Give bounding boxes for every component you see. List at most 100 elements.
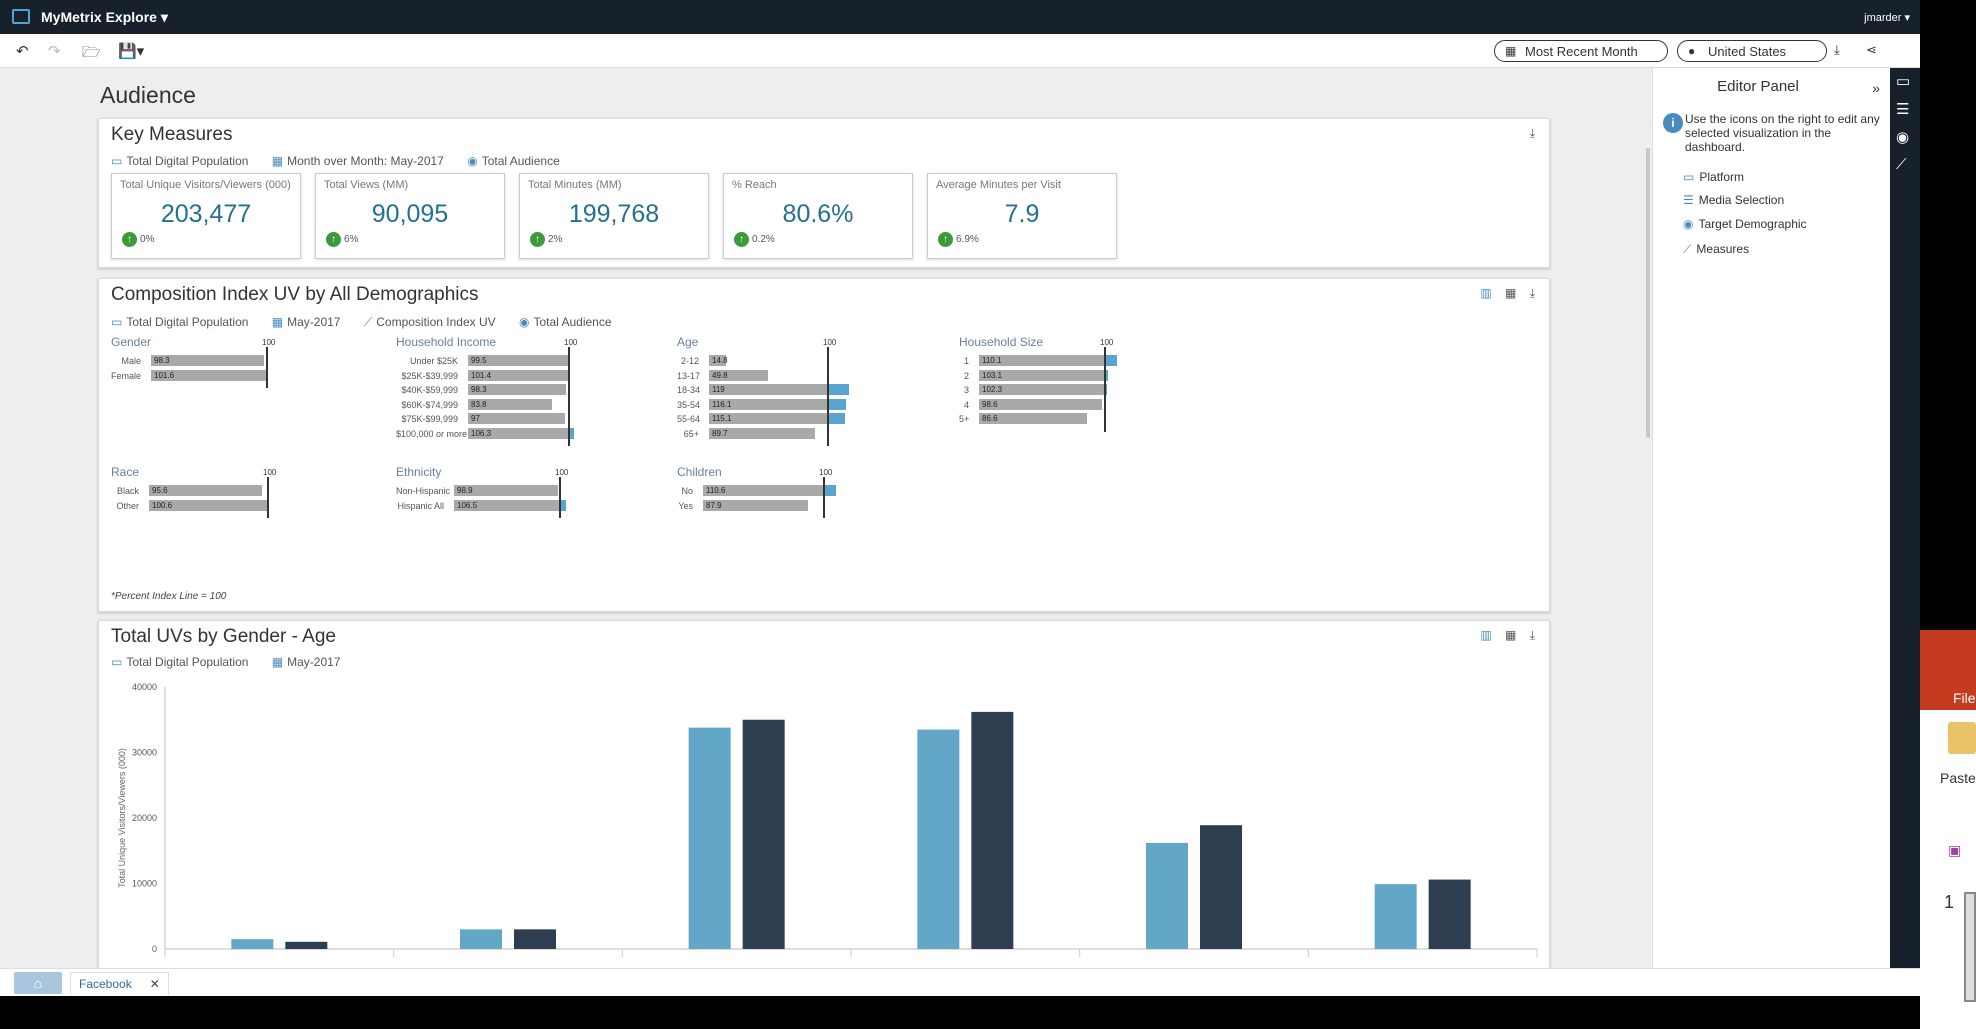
index-bar-row[interactable]: 1 110.1 bbox=[959, 355, 1135, 366]
paste-button[interactable]: Paste bbox=[1940, 770, 1976, 786]
bar bbox=[742, 719, 785, 949]
index-bar bbox=[151, 355, 265, 366]
index-bar-row[interactable]: Non-Hispanic 98.9 bbox=[396, 485, 585, 496]
slide-number: 1 bbox=[1944, 892, 1955, 912]
index-bar-row[interactable]: 35-54 116.1 bbox=[677, 398, 857, 410]
index-bar-row[interactable]: 55-64 115.1 bbox=[677, 413, 857, 424]
ruler-icon[interactable]: ⟋ bbox=[1896, 156, 1907, 173]
index-value: 103.1 bbox=[982, 370, 1003, 380]
open-folder-icon[interactable]: 🗁 bbox=[82, 44, 101, 61]
scrollbar[interactable] bbox=[1646, 148, 1650, 438]
editor-item-media-selection[interactable]: ☰ Media Selection bbox=[1683, 193, 1785, 207]
editor-panel: Editor Panel » i Use the icons on the ri… bbox=[1652, 68, 1890, 968]
index-bar-row[interactable]: 2-12 14.8 bbox=[677, 355, 857, 366]
demographic-group: Children No 110.6 Yes 87.9 100 bbox=[677, 465, 863, 518]
index-bar-row[interactable]: 4 98.6 bbox=[959, 398, 1135, 410]
arrow-up-icon: ↑ bbox=[530, 232, 545, 247]
date-filter-button[interactable]: ▦ Most Recent Month bbox=[1494, 40, 1668, 62]
save-icon[interactable]: 💾▾ bbox=[118, 43, 145, 60]
composition-index-card[interactable]: Composition Index UV by All Demographics… bbox=[98, 278, 1550, 612]
index-bar-row[interactable]: 13-17 49.8 bbox=[677, 369, 857, 381]
index-bar-row[interactable]: 5+ 86.6 bbox=[959, 413, 1135, 424]
people-icon: ◉ bbox=[467, 154, 478, 168]
editor-item-platform[interactable]: ▭ Platform bbox=[1683, 170, 1745, 184]
monitor-icon[interactable]: ▭ bbox=[1896, 73, 1911, 90]
editor-title: Editor Panel bbox=[1717, 78, 1799, 95]
index-value: 101.6 bbox=[154, 370, 175, 380]
index-value: 102.3 bbox=[982, 385, 1003, 394]
index-bar bbox=[703, 485, 823, 496]
index-bar-row[interactable]: Black 95.6 bbox=[111, 485, 297, 496]
index-bar bbox=[454, 485, 558, 496]
share-icon[interactable]: ⋖ bbox=[1866, 42, 1877, 57]
table-icon[interactable]: ▦ bbox=[1505, 628, 1517, 642]
index-bar-row[interactable]: Hispanic All 106.5 bbox=[396, 499, 585, 511]
index-bar-row[interactable]: No 110.6 bbox=[677, 485, 853, 496]
index-bar-row[interactable]: $40K-$59,999 98.3 bbox=[396, 384, 593, 395]
uvs-gender-age-card[interactable]: Total UVs by Gender - Age ▥ ▦ ⤓ ▭ Total D… bbox=[98, 620, 1550, 968]
metric-card[interactable]: Total Minutes (MM) 199,768 ↑ 2% bbox=[519, 173, 709, 259]
metric-card[interactable]: % Reach 80.6% ↑ 0.2% bbox=[723, 173, 913, 259]
bar-chart-icon[interactable]: ▥ bbox=[1480, 628, 1492, 642]
metric-card[interactable]: Total Views (MM) 90,095 ↑ 6% bbox=[315, 173, 505, 259]
category-label: Black bbox=[116, 486, 139, 496]
index-bar-row[interactable]: $100,000 or more 106.3 bbox=[396, 427, 593, 439]
tab-facebook[interactable]: Facebook ✕ bbox=[70, 972, 169, 996]
metric-card[interactable]: Average Minutes per Visit 7.9 ↑ 6.9% bbox=[927, 173, 1117, 259]
download-icon[interactable]: ⤓ bbox=[1529, 628, 1535, 642]
collapse-icon[interactable]: » bbox=[1872, 80, 1880, 96]
download-icon[interactable]: ⤓ bbox=[1834, 42, 1840, 57]
app-logo-icon[interactable] bbox=[12, 9, 30, 24]
user-menu[interactable]: jmarder ▾ bbox=[1864, 12, 1910, 24]
index-bar-row[interactable]: 3 102.3 bbox=[959, 384, 1135, 395]
index-value: 98.3 bbox=[471, 385, 487, 394]
table-icon[interactable]: ▦ bbox=[1505, 286, 1517, 300]
file-tab[interactable]: File bbox=[1953, 690, 1976, 706]
editor-item-target-demographic[interactable]: ◉ Target Demographic bbox=[1683, 217, 1807, 231]
download-icon[interactable]: ⤓ bbox=[1529, 126, 1535, 140]
y-tick-label: 0 bbox=[152, 944, 157, 954]
category-label: 18-34 bbox=[677, 385, 701, 395]
index-bar-row[interactable]: 2 103.1 bbox=[959, 369, 1135, 381]
index-value: 95.6 bbox=[152, 486, 168, 495]
bar-chart-icon[interactable]: ▥ bbox=[1480, 286, 1492, 300]
geo-filter-label: United States bbox=[1708, 44, 1787, 59]
metric-card[interactable]: Total Unique Visitors/Viewers (000) 203,… bbox=[111, 173, 301, 259]
redo-icon[interactable]: ↷ bbox=[48, 43, 61, 60]
download-icon[interactable]: ⤓ bbox=[1529, 286, 1535, 300]
group-title: Household Size bbox=[959, 335, 1044, 349]
monitor-icon: ▭ bbox=[1683, 170, 1695, 184]
index-bar-row[interactable]: $75K-$99,999 97 bbox=[396, 413, 593, 424]
index-value: 119 bbox=[712, 385, 725, 394]
close-icon[interactable]: ✕ bbox=[149, 977, 160, 991]
key-measures-card[interactable]: Key Measures ⤓ ▭ Total Digital Population… bbox=[98, 118, 1550, 268]
index-bar-over bbox=[827, 413, 845, 424]
undo-icon[interactable]: ↶ bbox=[16, 43, 29, 60]
group-title: Age bbox=[677, 335, 699, 349]
index-bar bbox=[468, 384, 567, 395]
index-value: 87.9 bbox=[706, 500, 722, 510]
index-bar-row[interactable]: $25K-$39,999 101.4 bbox=[396, 369, 593, 381]
save-icon[interactable]: ▣ bbox=[1948, 842, 1962, 858]
group-title: Gender bbox=[111, 335, 152, 349]
ruler-icon: ⟋ bbox=[1683, 242, 1692, 256]
uvs-chart-filters: ▭ Total Digital Population ▦ May-2017 bbox=[111, 655, 341, 669]
index-bar bbox=[468, 355, 568, 366]
index-bar-row[interactable]: Under $25K 99.5 bbox=[396, 355, 593, 366]
index-bar-row[interactable]: 18-34 119 bbox=[677, 384, 857, 395]
metric-label: Total Unique Visitors/Viewers (000) bbox=[120, 179, 291, 191]
app-menu[interactable]: MyMetrix Explore ▾ bbox=[41, 9, 168, 25]
index-bar-row[interactable]: Yes 87.9 bbox=[677, 499, 853, 511]
index-bar-row[interactable]: $60K-$74,999 83.8 bbox=[396, 398, 593, 410]
index-bar-row[interactable]: Male 98.3 bbox=[111, 355, 295, 366]
home-tab[interactable]: ⌂ bbox=[14, 972, 62, 994]
clipboard-icon[interactable] bbox=[1948, 722, 1976, 754]
editor-item-measures[interactable]: ⟋ Measures bbox=[1683, 242, 1750, 256]
index-bar-row[interactable]: 65+ 89.7 bbox=[677, 427, 857, 439]
people-icon[interactable]: ◉ bbox=[1896, 129, 1910, 146]
y-tick-label: 20000 bbox=[132, 813, 157, 823]
list-icon[interactable]: ☰ bbox=[1896, 101, 1910, 118]
slide-thumbnail[interactable] bbox=[1964, 892, 1976, 1002]
category-label: Male bbox=[121, 356, 141, 366]
geo-filter-button[interactable]: ● United States bbox=[1677, 40, 1827, 62]
